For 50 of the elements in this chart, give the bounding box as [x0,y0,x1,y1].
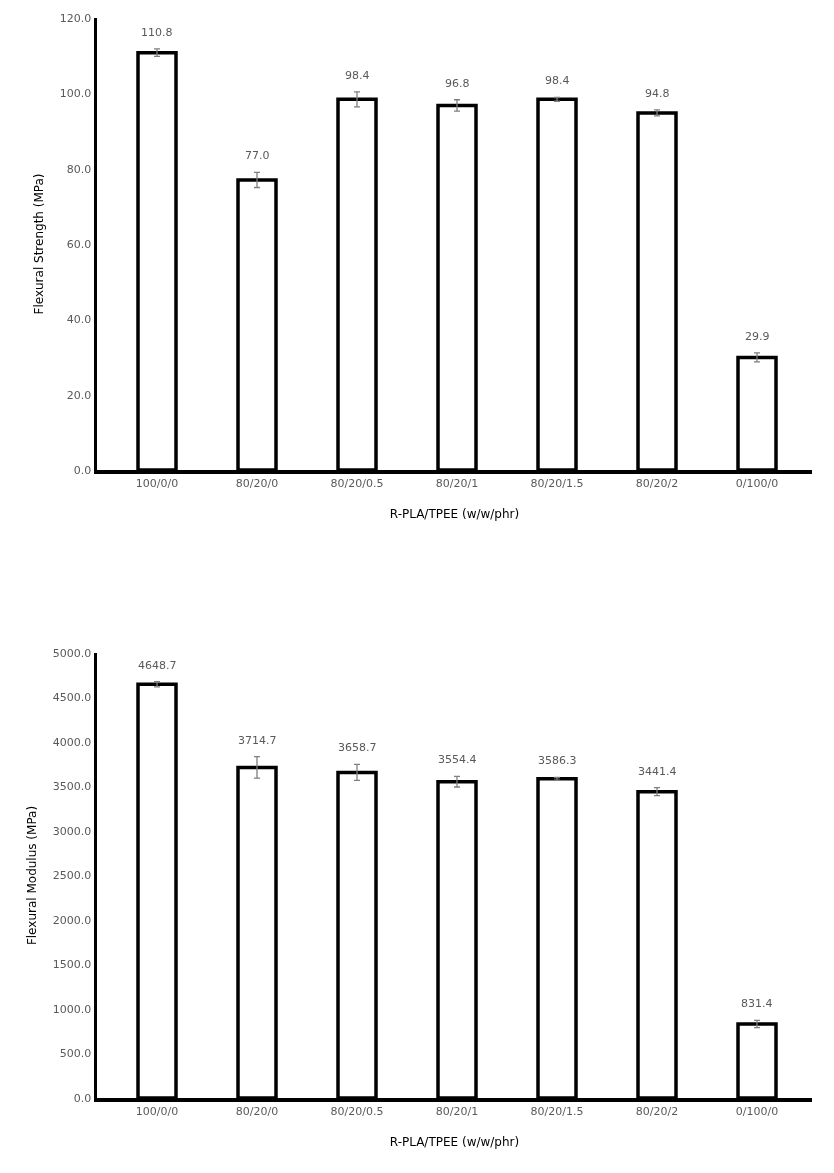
x-tick-label: 80/20/0 [235,476,279,490]
data-label: 77.0 [245,149,270,162]
x-axis-title: R-PLA/TPEE (w/w/phr) [389,507,520,522]
x-tick-label: 80/20/0.5 [330,476,384,490]
data-label: 3586.3 [538,754,577,767]
y-tick-label: 120.0 [59,11,92,25]
y-tick-label: 60.0 [66,237,92,251]
y-tick-label: 500.0 [59,1047,92,1061]
y-tick-label: 40.0 [66,313,92,327]
y-tick-label: 3500.0 [52,780,92,794]
y-tick-label: 1500.0 [52,958,92,972]
x-tick-label: 80/20/1 [435,1104,479,1118]
x-tick-label: 80/20/2 [635,1104,679,1118]
y-tick-label: 1000.0 [52,1002,92,1016]
y-tick-label: 3000.0 [52,824,92,838]
y-tick-label: 4500.0 [52,691,92,705]
y-axis-title: Flexural Modulus (MPa) [25,805,40,946]
y-tick-label: 2000.0 [52,913,92,927]
y-tick-label: 100.0 [59,87,92,101]
data-label: 96.8 [445,77,470,90]
data-label: 3441.4 [638,765,677,778]
data-label: 110.8 [141,26,173,39]
x-tick-label: 0/100/0 [735,476,779,490]
y-tick-label: 2500.0 [52,869,92,883]
data-label: 4648.7 [138,659,177,672]
y-tick-label: 80.0 [66,162,92,176]
x-tick-label: 80/20/2 [635,476,679,490]
data-label: 3658.7 [338,741,377,754]
y-tick-label: 0.0 [73,463,92,477]
data-label: 3714.7 [238,734,277,747]
data-label: 29.9 [745,330,770,343]
data-label: 831.4 [741,997,773,1010]
y-tick-label: 20.0 [66,388,92,402]
x-tick-label: 80/20/0 [235,1104,279,1118]
x-tick-label: 80/20/1 [435,476,479,490]
x-tick-label: 80/20/1.5 [530,1104,584,1118]
data-label: 3554.4 [438,753,477,766]
x-tick-label: 80/20/0.5 [330,1104,384,1118]
x-tick-label: 100/0/0 [135,476,179,490]
x-tick-label: 0/100/0 [735,1104,779,1118]
data-label: 98.4 [345,69,370,82]
y-tick-label: 4000.0 [52,735,92,749]
x-axis-title: R-PLA/TPEE (w/w/phr) [389,1135,520,1150]
y-tick-label: 0.0 [73,1091,92,1105]
y-tick-label: 5000.0 [52,646,92,660]
data-label: 98.4 [545,74,570,87]
x-tick-label: 100/0/0 [135,1104,179,1118]
y-axis-title: Flexural Strength (MPa) [32,173,47,315]
x-tick-label: 80/20/1.5 [530,476,584,490]
data-label: 94.8 [645,87,670,100]
